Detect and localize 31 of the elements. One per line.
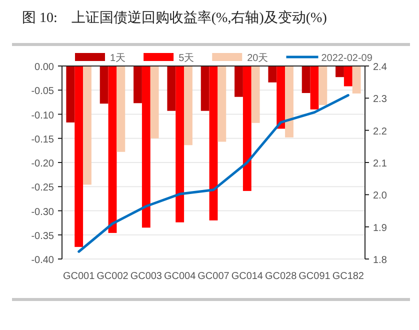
- y2-tick-label: 2.3: [373, 94, 388, 106]
- y2-tick-label: 2.0: [373, 190, 388, 202]
- y-tick-label: -0.05: [31, 86, 54, 98]
- y2-tick-label: 2.4: [373, 62, 388, 73]
- y-tick-label: -0.30: [31, 206, 54, 218]
- y-tick-label: -0.20: [31, 158, 54, 170]
- y-tick-label: -0.15: [31, 134, 54, 146]
- x-tick-label: GC007: [198, 271, 230, 282]
- x-tick-label: GC182: [332, 271, 364, 282]
- chart-title: 图 10: 上证国债逆回购收益率(%,右轴)及变动(%): [22, 10, 328, 26]
- legend-label: 1天: [110, 53, 126, 64]
- legend-label: 2022-02-09: [321, 53, 373, 64]
- y-tick-label: 0.00: [34, 62, 54, 73]
- x-tick-label: GC002: [96, 271, 129, 282]
- x-tick-label: GC003: [130, 271, 162, 282]
- x-tick-label: GC004: [164, 271, 196, 282]
- y-tick-label: -0.10: [31, 110, 54, 122]
- x-tick-label: GC014: [231, 271, 264, 282]
- y-tick-label: -0.40: [31, 255, 54, 266]
- y-tick-label: -0.25: [31, 182, 54, 194]
- legend-label: 20天: [247, 53, 268, 64]
- y2-tick-label: 2.1: [373, 158, 388, 170]
- y2-tick-label: 1.9: [373, 222, 388, 234]
- x-tick-label: GC028: [264, 271, 298, 282]
- x-tick-label: GC091: [298, 271, 331, 282]
- legend-label: 5天: [178, 53, 194, 64]
- y2-tick-label: 1.8: [373, 255, 388, 266]
- line-series: [78, 94, 350, 253]
- y-tick-label: -0.35: [31, 230, 54, 242]
- x-tick-label: GC001: [62, 271, 96, 282]
- y2-tick-label: 2.2: [373, 126, 388, 138]
